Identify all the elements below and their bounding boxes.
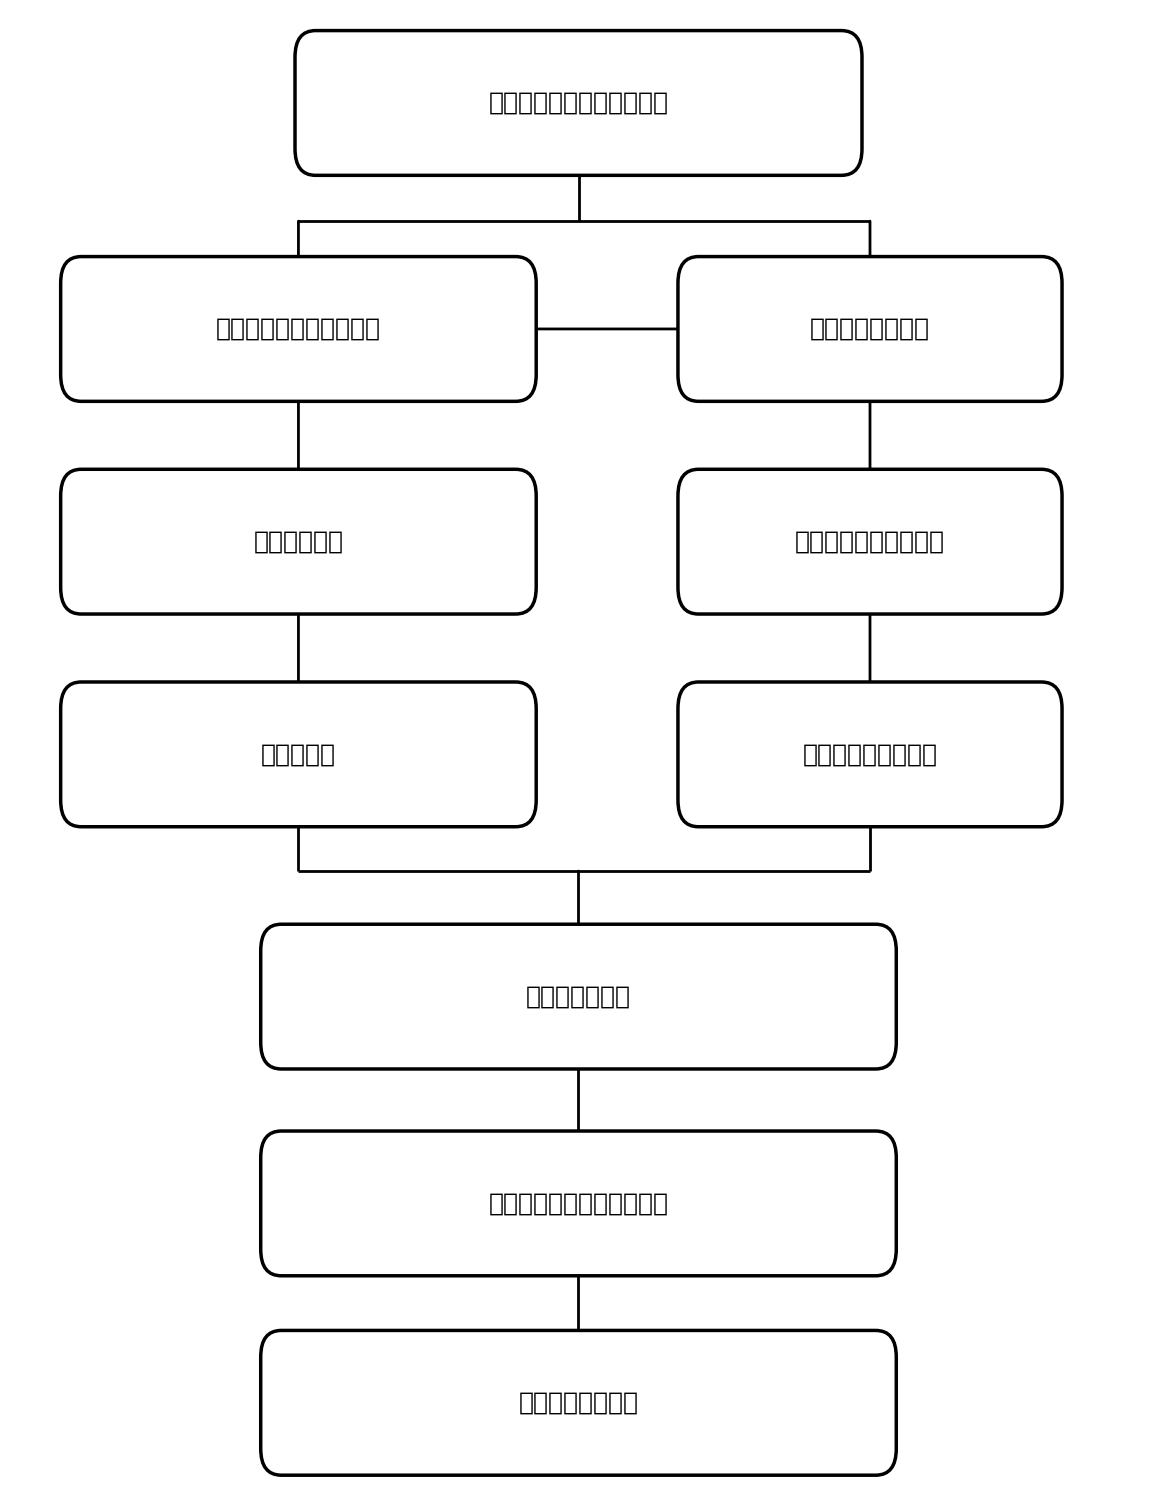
FancyBboxPatch shape xyxy=(260,1132,897,1276)
FancyBboxPatch shape xyxy=(260,924,897,1069)
Text: 电阻应变片量程选择: 电阻应变片量程选择 xyxy=(803,743,937,766)
FancyBboxPatch shape xyxy=(60,256,536,401)
Text: 多维压力仿真建模: 多维压力仿真建模 xyxy=(810,318,930,341)
FancyBboxPatch shape xyxy=(260,1330,897,1475)
FancyBboxPatch shape xyxy=(678,256,1062,401)
FancyBboxPatch shape xyxy=(60,470,536,614)
Text: 装载对偶片，加压进行磨合: 装载对偶片，加压进行磨合 xyxy=(488,1191,669,1215)
FancyBboxPatch shape xyxy=(678,470,1062,614)
Text: 测量接触区域压力: 测量接触区域压力 xyxy=(518,1391,639,1415)
FancyBboxPatch shape xyxy=(60,681,536,826)
Text: 接触压力静动特性分析: 接触压力静动特性分析 xyxy=(795,529,945,553)
Text: 摩擦副结构特点及工况分析: 摩擦副结构特点及工况分析 xyxy=(488,91,669,115)
FancyBboxPatch shape xyxy=(295,31,862,176)
Text: 贴应变片、引线: 贴应变片、引线 xyxy=(526,984,631,1008)
Text: 确定盲孔尺寸及底部厚度: 确定盲孔尺寸及底部厚度 xyxy=(216,318,381,341)
Text: 确定盲孔分布: 确定盲孔分布 xyxy=(253,529,344,553)
FancyBboxPatch shape xyxy=(678,681,1062,826)
Text: 加工对偶片: 加工对偶片 xyxy=(261,743,336,766)
